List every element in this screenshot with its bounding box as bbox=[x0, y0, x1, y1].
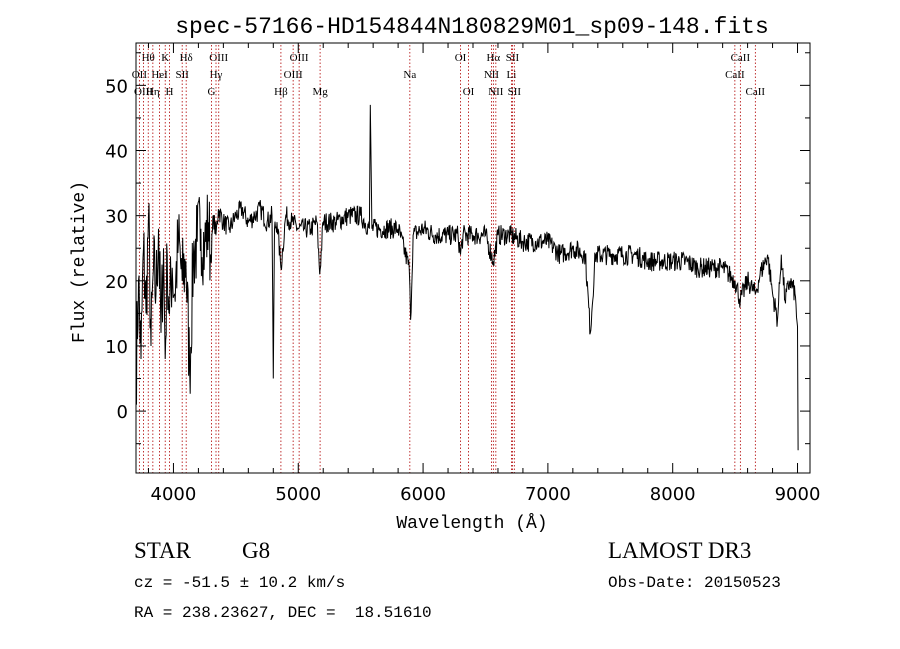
y-tick-label: 0 bbox=[117, 402, 128, 423]
y-tick-label: 20 bbox=[105, 272, 128, 293]
line-marker-label: OI bbox=[455, 52, 467, 64]
spectrum-series-line bbox=[135, 104, 799, 451]
line-marker-label: Mg bbox=[312, 86, 328, 98]
subclass-label: G8 bbox=[242, 538, 271, 563]
line-marker-label: Hη bbox=[146, 86, 160, 98]
y-tick-label: 40 bbox=[105, 142, 128, 163]
y-axis-label: Flux (relative) bbox=[70, 181, 90, 343]
line-marker-label: Hδ bbox=[180, 52, 193, 64]
chart-title: spec-57166-HD154844N180829M01_sp09-148.f… bbox=[175, 14, 769, 40]
line-marker-label: HeI bbox=[151, 69, 168, 81]
line-marker-label: Na bbox=[403, 69, 416, 81]
line-marker-label: SII bbox=[506, 52, 520, 64]
line-marker-label: G bbox=[208, 86, 216, 98]
line-marker-label: CaII bbox=[731, 52, 751, 64]
line-marker-label: SII bbox=[175, 69, 189, 81]
x-tick-label: 6000 bbox=[400, 484, 446, 505]
line-marker-label: H bbox=[165, 86, 173, 98]
y-tick-label: 50 bbox=[105, 76, 128, 97]
line-marker-label: OI bbox=[463, 86, 475, 98]
x-tick-label: 5000 bbox=[275, 484, 321, 505]
line-marker-label: NII bbox=[488, 86, 504, 98]
line-marker-label: CaII bbox=[725, 69, 745, 81]
x-tick-label: 7000 bbox=[525, 484, 571, 505]
line-marker-label: CaII bbox=[746, 86, 766, 98]
x-tick-label: 4000 bbox=[151, 484, 197, 505]
coordinates: RA = 238.23627, DEC = 18.51610 bbox=[134, 604, 432, 622]
line-marker-label: K bbox=[161, 52, 169, 64]
redshift-readout: cz = -51.5 ± 10.2 km/s bbox=[134, 574, 346, 592]
line-marker-label: OIII bbox=[284, 69, 303, 81]
line-marker-label: Hβ bbox=[274, 86, 288, 98]
survey-label: LAMOST DR3 bbox=[608, 538, 752, 563]
line-marker-label: OIII bbox=[134, 86, 153, 98]
line-marker-label: Hθ bbox=[142, 52, 155, 64]
line-marker-label: Hα bbox=[486, 52, 500, 64]
axes: 4000 5000 6000 7000 8000 9000 0 10 20 30 40 50 bbox=[105, 43, 820, 505]
x-tick-label: 9000 bbox=[775, 484, 821, 505]
line-marker-label: Li bbox=[507, 69, 517, 81]
line-marker-label: SII bbox=[508, 86, 522, 98]
x-tick-label: 8000 bbox=[650, 484, 696, 505]
line-marker-label: NII bbox=[484, 69, 500, 81]
line-marker-label: OIII bbox=[209, 52, 228, 64]
class-label: STAR bbox=[134, 538, 191, 563]
line-marker-label: OII bbox=[132, 69, 148, 81]
x-axis-label: Wavelength (Å) bbox=[396, 513, 547, 534]
line-marker-label: Hγ bbox=[210, 69, 223, 81]
y-tick-label: 30 bbox=[105, 207, 128, 228]
line-marker-label: OIII bbox=[290, 52, 309, 64]
obs-date: Obs-Date: 20150523 bbox=[608, 574, 781, 592]
y-tick-label: 10 bbox=[105, 337, 128, 358]
